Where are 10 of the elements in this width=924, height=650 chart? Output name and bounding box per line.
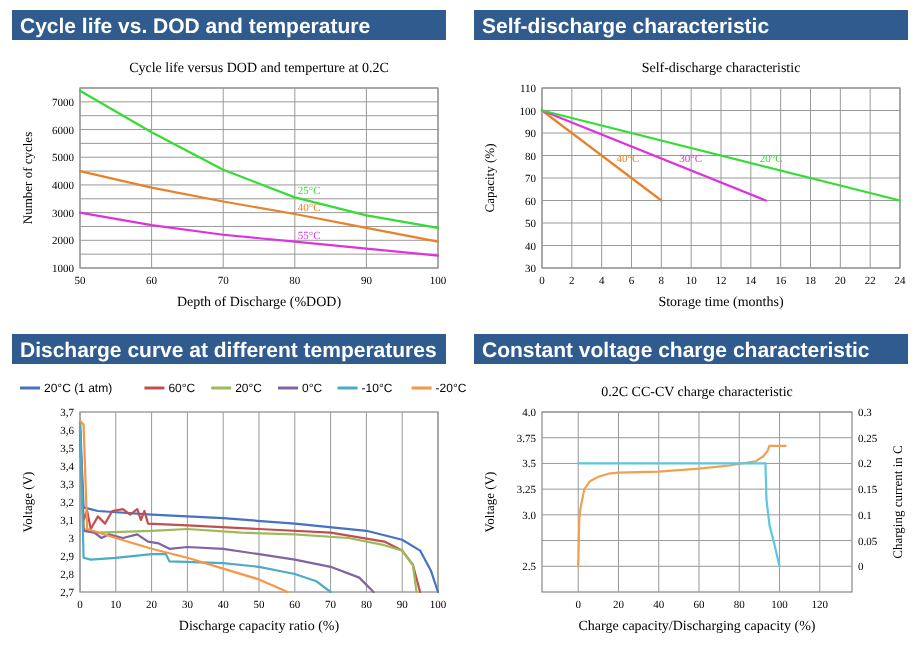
- chart-title: Constant voltage charge characteristic: [482, 339, 870, 363]
- chart-title: Self-discharge characteristic: [482, 15, 770, 39]
- line-series: [78, 419, 289, 594]
- line-series: [78, 169, 440, 243]
- chart-title: Cycle life vs. DOD and temperature: [20, 15, 371, 39]
- chart-title: Discharge curve at different temperatures: [20, 339, 437, 363]
- line-series: [577, 444, 787, 568]
- line-series: [78, 211, 440, 257]
- line-series: [78, 419, 332, 594]
- line-series: [577, 462, 781, 568]
